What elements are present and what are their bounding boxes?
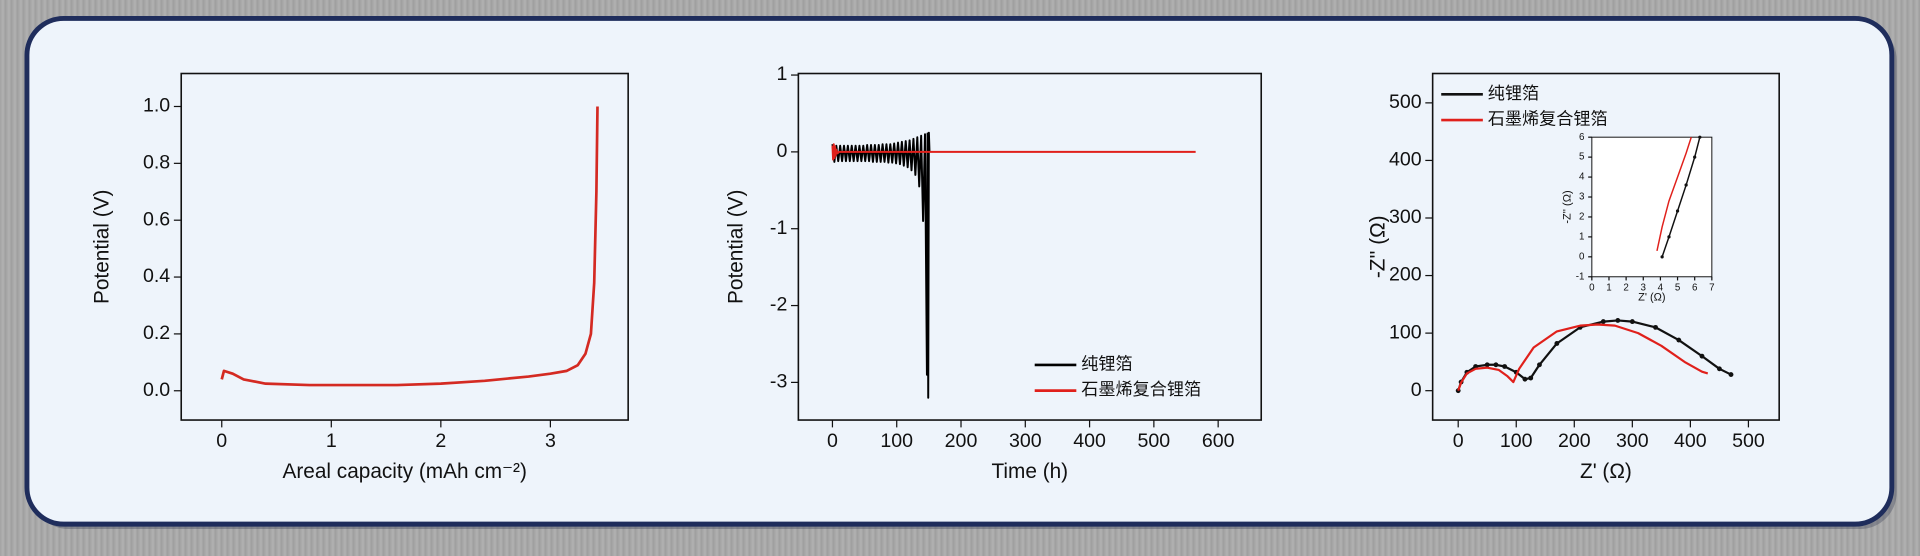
- data-line: [1661, 137, 1701, 258]
- y-tick-label: 0: [1411, 379, 1422, 401]
- data-point: [1693, 155, 1697, 159]
- y-tick-label: 0.0: [143, 379, 170, 401]
- x-tick-label: 400: [1674, 430, 1707, 452]
- y-tick-label: 100: [1389, 321, 1422, 343]
- y-tick-label: 1: [1579, 231, 1584, 242]
- y-axis-label: -Z'' (Ω): [1366, 215, 1389, 278]
- panel: [24, 15, 1895, 527]
- y-tick-label: 400: [1389, 149, 1422, 171]
- legend-label: 纯锂箔: [1081, 354, 1132, 374]
- y-tick-label: 0.6: [143, 208, 170, 230]
- x-tick-label: 500: [1732, 430, 1765, 452]
- inset-background: [1591, 137, 1712, 277]
- plot-frame: [1431, 72, 1780, 421]
- data-point: [1522, 376, 1528, 382]
- x-tick-label: 2: [1623, 282, 1628, 293]
- y-tick-label: 5: [1579, 152, 1585, 163]
- y-tick-label: -2: [770, 294, 787, 316]
- data-point: [1528, 375, 1534, 381]
- y-tick-label: 4: [1579, 172, 1585, 183]
- x-tick-label: 300: [1616, 430, 1649, 452]
- x-tick-label: 1: [326, 430, 337, 452]
- x-tick-label: 100: [1500, 430, 1533, 452]
- data-point: [1684, 183, 1688, 187]
- data-point: [1699, 353, 1705, 359]
- plot-frame: [180, 72, 629, 421]
- x-axis-label: Time (h): [991, 460, 1068, 483]
- data-point: [1554, 341, 1560, 346]
- x-tick-label: 600: [1202, 430, 1235, 452]
- y-tick-label: 0: [776, 140, 787, 162]
- x-tick-label: 3: [545, 430, 556, 452]
- data-point: [1615, 318, 1621, 323]
- y-tick-label: 300: [1389, 206, 1422, 228]
- data-point: [1600, 319, 1606, 325]
- data-point: [1660, 255, 1664, 259]
- x-tick-label: 0: [827, 430, 838, 452]
- x-tick-label: 0: [1453, 430, 1464, 452]
- data-point: [1728, 372, 1734, 377]
- y-tick-label: 500: [1389, 91, 1422, 113]
- data-point: [1716, 366, 1722, 372]
- legend-label: 石墨烯复合锂箔: [1488, 110, 1608, 130]
- x-tick-label: 3: [1641, 282, 1647, 293]
- data-point: [1698, 135, 1702, 139]
- data-line: [831, 131, 931, 399]
- data-point: [1537, 362, 1542, 368]
- legend-label: 石墨烯复合锂箔: [1081, 380, 1201, 400]
- x-tick-label: 500: [1138, 430, 1171, 452]
- y-tick-label: -1: [770, 217, 787, 239]
- y-tick-label: 0.2: [143, 322, 170, 344]
- data-line: [220, 106, 599, 387]
- y-tick-label: -1: [1576, 271, 1585, 282]
- y-tick-label: 1: [776, 63, 787, 85]
- x-tick-label: 1: [1606, 282, 1611, 293]
- data-point: [1667, 235, 1671, 239]
- x-tick-label: 4: [1658, 282, 1664, 293]
- y-tick-label: 0.8: [143, 152, 170, 174]
- data-point: [1675, 209, 1680, 213]
- data-line: [831, 143, 1196, 161]
- x-tick-label: 400: [1073, 430, 1106, 452]
- x-tick-label: 0: [1589, 282, 1595, 293]
- data-point: [1484, 362, 1490, 368]
- x-tick-label: 6: [1692, 282, 1698, 293]
- data-point: [1629, 319, 1635, 325]
- y-tick-label: 2: [1579, 212, 1584, 223]
- y-tick-label: -3: [770, 371, 788, 393]
- y-axis-label: -Z'' (Ω): [1561, 190, 1573, 223]
- x-tick-label: 100: [880, 430, 913, 452]
- data-point: [1676, 337, 1682, 343]
- x-axis-label: Areal capacity (mAh cm⁻²): [282, 460, 526, 483]
- x-tick-label: 2: [435, 430, 446, 452]
- x-tick-label: 0: [216, 430, 227, 452]
- x-tick-label: 5: [1675, 282, 1681, 293]
- x-tick-label: 200: [945, 430, 978, 452]
- data-point: [1502, 364, 1508, 369]
- y-axis-label: Potential (V): [90, 190, 113, 304]
- data-point: [1653, 324, 1658, 330]
- y-axis-label: Potential (V): [725, 190, 748, 304]
- y-tick-label: 0: [1579, 251, 1585, 262]
- y-tick-label: 6: [1579, 132, 1585, 143]
- data-point: [1493, 362, 1499, 368]
- plot-frame: [797, 72, 1263, 421]
- y-tick-label: 3: [1579, 192, 1585, 203]
- data-line: [1656, 136, 1692, 252]
- y-tick-label: 1.0: [143, 95, 170, 117]
- x-tick-label: 200: [1558, 430, 1591, 452]
- x-tick-label: 7: [1709, 282, 1714, 293]
- x-axis-label: Z' (Ω): [1580, 460, 1632, 483]
- x-tick-label: 300: [1009, 430, 1042, 452]
- y-tick-label: 200: [1389, 264, 1422, 286]
- data-line: [1457, 323, 1709, 392]
- x-axis-label: Z' (Ω): [1638, 291, 1665, 303]
- legend-label: 纯锂箔: [1488, 84, 1539, 104]
- plot-frame: [1591, 136, 1713, 278]
- y-tick-label: 0.4: [143, 265, 170, 287]
